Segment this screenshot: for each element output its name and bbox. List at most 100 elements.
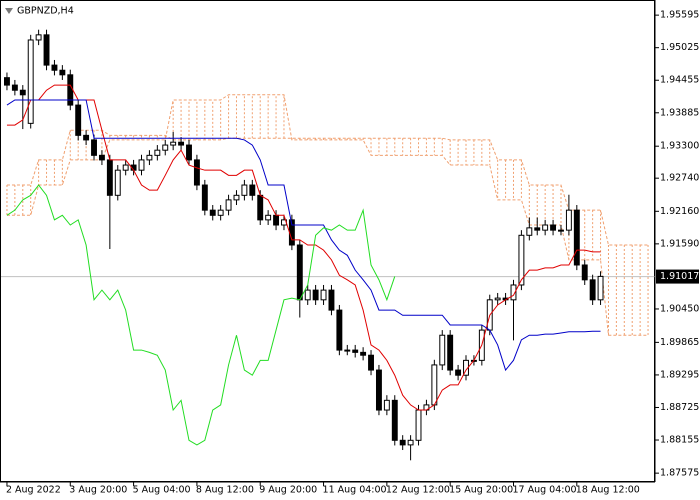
candle-body (534, 227, 541, 231)
candle-body (320, 289, 327, 301)
candle-body (35, 34, 42, 41)
candle-body (193, 159, 200, 186)
candle-body (304, 289, 311, 301)
y-tick-label: 1.88155 (660, 435, 699, 446)
candle-body (19, 89, 26, 96)
candle-body (170, 141, 177, 146)
y-tick-label: 1.88725 (660, 402, 699, 413)
candle-body (209, 209, 216, 216)
candle-body (312, 289, 319, 301)
candle-body (51, 64, 58, 71)
x-tick-label: 18 Aug 12:00 (576, 485, 640, 496)
candle-body (162, 144, 169, 151)
y-tick-label: 1.89865 (660, 337, 699, 348)
candle-body (581, 264, 588, 281)
candle-body (83, 134, 90, 141)
y-tick-label: 1.95025 (660, 42, 699, 53)
x-tick-label: 12 Aug 12:00 (386, 485, 450, 496)
x-tick-label: 2 Aug 2022 (6, 485, 61, 496)
candle-body (455, 369, 462, 376)
candle-body (178, 141, 185, 146)
candle-body (217, 209, 224, 216)
candle-body (257, 194, 264, 221)
x-tick-label: 5 Aug 04:00 (133, 485, 191, 496)
candle-body (98, 154, 105, 161)
candle-body (565, 209, 572, 231)
candle-body (494, 297, 501, 301)
candle-body (4, 77, 10, 86)
candle-body (91, 139, 97, 156)
candle-body (375, 369, 382, 411)
candle-body (11, 84, 18, 91)
y-tick-label: 1.92740 (660, 173, 699, 184)
plot-frame (0, 0, 655, 482)
candle-body (368, 354, 374, 371)
candle-body (106, 159, 113, 196)
candle-body (27, 39, 34, 124)
indicator-line (6, 184, 396, 446)
y-tick-label: 1.95595 (660, 10, 699, 21)
indicator-line (6, 99, 601, 372)
x-tick-label: 15 Aug 20:00 (449, 485, 513, 496)
y-tick-label: 1.91590 (660, 238, 699, 249)
candle-body (154, 149, 161, 156)
candle-body (265, 214, 272, 221)
candle-body (328, 289, 335, 311)
candle-body (518, 234, 525, 286)
indicator-line (6, 84, 601, 411)
candle-body (67, 74, 74, 106)
x-tick-label: 8 Aug 12:00 (196, 485, 254, 496)
chart-title: GBPNZD,H4 (17, 6, 74, 17)
y-tick-label: 1.87575 (660, 468, 699, 479)
candle-body (344, 349, 351, 352)
candle-body (573, 209, 580, 266)
x-tick-label: 9 Aug 20:00 (259, 485, 317, 496)
symbol-icon (5, 8, 13, 14)
candle-body (225, 199, 232, 211)
x-tick-label: 3 Aug 20:00 (69, 485, 127, 496)
candle-body (439, 334, 446, 366)
candle-body (75, 104, 82, 136)
cloud-edge (6, 94, 649, 336)
y-tick-label: 1.89295 (660, 369, 699, 380)
y-tick-label: 1.93885 (660, 107, 699, 118)
candle-body (122, 164, 129, 171)
candle-body (249, 184, 256, 196)
candle-body (201, 184, 208, 211)
candle-body (352, 349, 359, 353)
candle-body (526, 227, 533, 236)
last-price-box (656, 269, 699, 284)
y-tick-label: 1.94455 (660, 75, 699, 86)
candle-body (558, 229, 564, 232)
candle-body (146, 154, 153, 161)
candle-body (43, 34, 50, 66)
candle-body (114, 169, 121, 196)
candle-body (383, 399, 390, 411)
x-tick-label: 11 Aug 04:00 (323, 485, 387, 496)
candle-body (399, 439, 406, 446)
candle-body (589, 279, 596, 301)
candle-body (542, 224, 549, 231)
candle-body (273, 214, 280, 226)
y-tick-label: 1.93300 (660, 141, 699, 152)
candle-body (431, 364, 438, 406)
x-tick-label: 17 Aug 04:00 (512, 485, 576, 496)
candle-body (597, 275, 604, 301)
candle-body (241, 184, 248, 196)
candle-body (407, 439, 414, 446)
candle-body (550, 224, 557, 231)
candle-body (447, 334, 454, 371)
candle-body (138, 159, 145, 171)
candle-body (336, 309, 343, 351)
candle-body (360, 351, 367, 356)
candle-body (296, 244, 303, 301)
last-price-label: 1.91017 (660, 271, 699, 282)
cloud-edge (6, 129, 649, 246)
candle-body (391, 399, 398, 441)
candle-body (59, 69, 66, 76)
y-tick-label: 1.92160 (660, 206, 699, 217)
candle-body (233, 194, 240, 201)
candle-body (415, 409, 422, 441)
